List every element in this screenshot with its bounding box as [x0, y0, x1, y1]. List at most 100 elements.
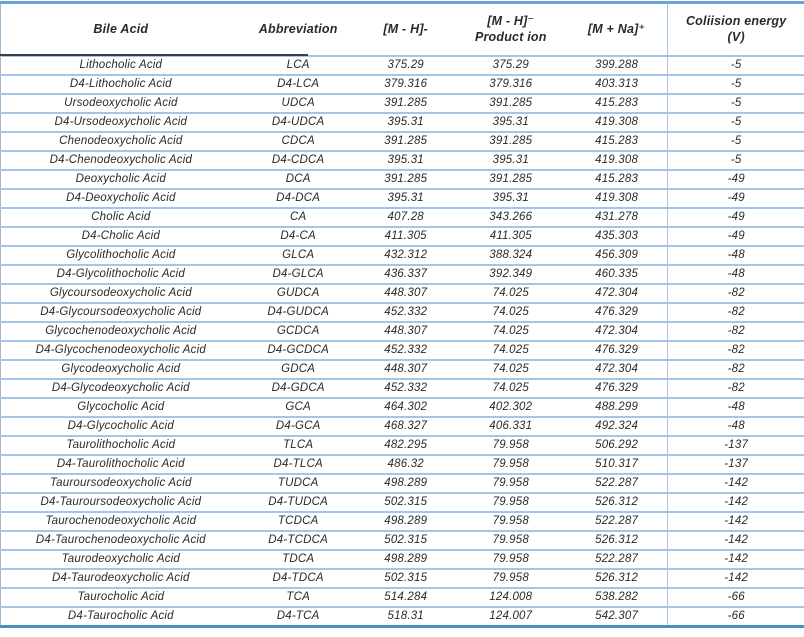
cell-m_minus_h: 498.289 [355, 512, 456, 532]
cell-collision_energy: -5 [667, 75, 804, 95]
cell-m_minus_h: 498.289 [355, 474, 456, 494]
table-row: D4-Deoxycholic Acid D4-DCA 395.31 395.31 419… [0, 189, 804, 209]
table-row: Glycolithocholic Acid GLCA 432.312 388.324 4… [0, 246, 804, 266]
table-row: D4-Glycoursodeoxycholic Acid D4-GUDCA 452.… [0, 303, 804, 323]
cell-collision_energy: -142 [667, 512, 804, 532]
cell-m_plus_na: 415.283 [565, 132, 668, 152]
table-row: D4-Cholic Acid D4-CA 411.305 411.305 435.303… [0, 227, 804, 247]
cell-abbreviation: GLCA [240, 246, 356, 266]
cell-product_ion: 74.025 [455, 322, 566, 342]
cell-product_ion: 391.285 [455, 94, 566, 114]
cell-product_ion: 391.285 [455, 132, 566, 152]
cell-abbreviation: D4-GLCA [240, 265, 356, 285]
cell-abbreviation: D4-TCDCA [240, 531, 356, 551]
cell-m_plus_na: 538.282 [565, 588, 668, 608]
cell-collision_energy: -5 [667, 56, 804, 76]
cell-m_plus_na: 476.329 [565, 303, 668, 323]
cell-collision_energy: -49 [667, 208, 804, 228]
cell-m_minus_h: 395.31 [355, 113, 456, 133]
cell-abbreviation: GUDCA [240, 284, 356, 304]
cell-abbreviation: LCA [240, 56, 356, 76]
cell-product_ion: 406.331 [455, 417, 566, 437]
cell-collision_energy: -49 [667, 227, 804, 247]
cell-m_minus_h: 482.295 [355, 436, 456, 456]
cell-abbreviation: D4-GCDCA [240, 341, 356, 361]
cell-bile_acid: D4-Glycolithocholic Acid [0, 265, 241, 285]
cell-abbreviation: TLCA [240, 436, 356, 456]
cell-bile_acid: D4-Deoxycholic Acid [0, 189, 241, 209]
table-row: Taurodeoxycholic Acid TDCA 498.289 79.958 52… [0, 550, 804, 570]
cell-bile_acid: Taurocholic Acid [0, 588, 241, 608]
table-row: Cholic Acid CA 407.28 343.266 431.278 -49 [0, 208, 804, 228]
table-row: D4-Ursodeoxycholic Acid D4-UDCA 395.31 395.… [0, 113, 804, 133]
cell-m_minus_h: 486.32 [355, 455, 456, 475]
cell-m_plus_na: 506.292 [565, 436, 668, 456]
cell-m_minus_h: 391.285 [355, 94, 456, 114]
cell-m_minus_h: 448.307 [355, 360, 456, 380]
cell-abbreviation: TCDCA [240, 512, 356, 532]
cell-m_plus_na: 403.313 [565, 75, 668, 95]
bile-acid-table: Bile Acid Abbreviation [M - H]- [M - H]⁻… [0, 4, 804, 628]
cell-collision_energy: -82 [667, 360, 804, 380]
cell-abbreviation: D4-GDCA [240, 379, 356, 399]
col-header-sublabel: (V) [727, 29, 745, 44]
cell-abbreviation: D4-UDCA [240, 113, 356, 133]
table-row: Glycoursodeoxycholic Acid GUDCA 448.307 74.… [0, 284, 804, 304]
col-header-label: Abbreviation [258, 21, 338, 36]
cell-m_plus_na: 510.317 [565, 455, 668, 475]
cell-product_ion: 395.31 [455, 189, 566, 209]
cell-bile_acid: Taurochenodeoxycholic Acid [0, 512, 241, 532]
cell-bile_acid: Taurodeoxycholic Acid [0, 550, 241, 570]
cell-m_minus_h: 448.307 [355, 322, 456, 342]
cell-abbreviation: UDCA [240, 94, 356, 114]
cell-product_ion: 395.31 [455, 151, 566, 171]
table-row: Glycochenodeoxycholic Acid GCDCA 448.307 74… [0, 322, 804, 342]
col-header-label: [M - H]- [383, 21, 429, 36]
cell-bile_acid: D4-Glycocholic Acid [0, 417, 241, 437]
cell-bile_acid: Ursodeoxycholic Acid [0, 94, 241, 114]
header-row: Bile Acid Abbreviation [M - H]- [M - H]⁻… [0, 4, 804, 57]
cell-abbreviation: CA [240, 208, 356, 228]
cell-collision_energy: -66 [667, 588, 804, 608]
table-row: Chenodeoxycholic Acid CDCA 391.285 391.285 4… [0, 132, 804, 152]
cell-m_minus_h: 514.284 [355, 588, 456, 608]
cell-bile_acid: D4-Taurochenodeoxycholic Acid [0, 531, 241, 551]
cell-product_ion: 79.958 [455, 436, 566, 456]
cell-bile_acid: Cholic Acid [0, 208, 241, 228]
cell-product_ion: 79.958 [455, 550, 566, 570]
cell-m_plus_na: 526.312 [565, 531, 668, 551]
cell-product_ion: 411.305 [455, 227, 566, 247]
cell-m_minus_h: 464.302 [355, 398, 456, 418]
cell-abbreviation: D4-LCA [240, 75, 356, 95]
cell-m_minus_h: 432.312 [355, 246, 456, 266]
cell-product_ion: 402.302 [455, 398, 566, 418]
cell-m_minus_h: 379.316 [355, 75, 456, 95]
cell-abbreviation: TDCA [240, 550, 356, 570]
cell-bile_acid: Lithocholic Acid [0, 56, 241, 76]
cell-m_plus_na: 435.303 [565, 227, 668, 247]
table-row: D4-Taurochenodeoxycholic Acid D4-TCDCA 502… [0, 531, 804, 551]
cell-collision_energy: -5 [667, 132, 804, 152]
cell-m_plus_na: 419.308 [565, 113, 668, 133]
cell-m_plus_na: 492.324 [565, 417, 668, 437]
cell-collision_energy: -48 [667, 265, 804, 285]
cell-bile_acid: D4-Glycoursodeoxycholic Acid [0, 303, 241, 323]
table-row: D4-Glycolithocholic Acid D4-GLCA 436.337 39… [0, 265, 804, 285]
col-header-label: Coliision energy [685, 13, 787, 28]
cell-bile_acid: D4-Taurolithocholic Acid [0, 455, 241, 475]
cell-m_plus_na: 476.329 [565, 379, 668, 399]
cell-collision_energy: -142 [667, 569, 804, 589]
cell-product_ion: 79.958 [455, 474, 566, 494]
table-row: D4-Taurolithocholic Acid D4-TLCA 486.32 79.… [0, 455, 804, 475]
cell-bile_acid: D4-Ursodeoxycholic Acid [0, 113, 241, 133]
cell-collision_energy: -82 [667, 303, 804, 323]
table-row: Ursodeoxycholic Acid UDCA 391.285 391.285 41… [0, 94, 804, 114]
cell-collision_energy: -142 [667, 550, 804, 570]
cell-abbreviation: D4-GUDCA [240, 303, 356, 323]
cell-m_plus_na: 526.312 [565, 493, 668, 513]
cell-bile_acid: D4-Glycochenodeoxycholic Acid [0, 341, 241, 361]
cell-bile_acid: D4-Taurocholic Acid [67, 610, 174, 622]
col-header-bile-acid: Bile Acid [0, 4, 241, 57]
table-row: Glycocholic Acid GCA 464.302 402.302 488.299… [0, 398, 804, 418]
col-header-sublabel: Product ion [474, 29, 547, 44]
